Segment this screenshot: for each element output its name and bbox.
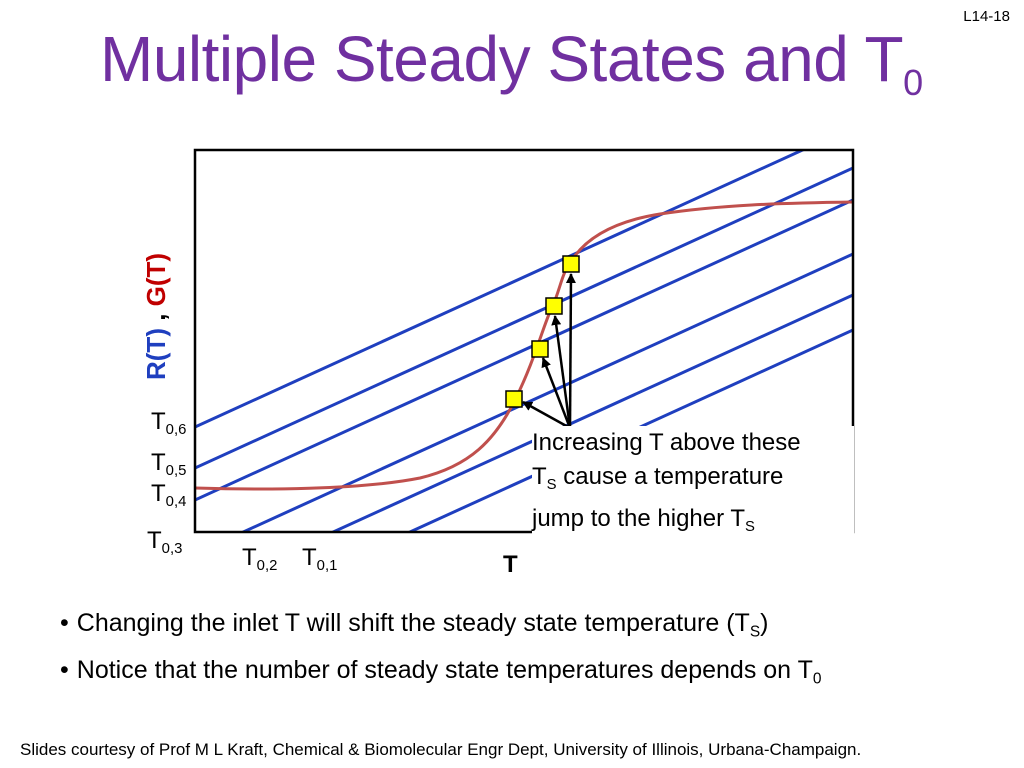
removal-line-t02 [329,293,853,532]
steady-state-marker-4 [562,255,580,273]
slide-title: Multiple Steady States and T0 [100,22,923,103]
label-t05: T0,5 [151,449,187,480]
x-axis-label: T [503,551,518,578]
removal-line-t04 [195,198,853,502]
title-subscript: 0 [903,62,923,103]
label-t01: T0,1 [302,544,338,575]
removal-line-t06 [195,150,807,429]
annotation-line-1: Increasing T above these [532,429,801,456]
arrow-to-marker-3 [551,315,572,429]
steady-state-marker-2 [531,340,549,358]
label-t03: T0,3 [147,527,183,558]
annotation-text: Increasing T above these TS cause a temp… [532,426,854,545]
arrow-to-marker-1 [522,400,571,430]
steady-state-markers [505,255,580,408]
annotation-arrows [522,273,576,430]
y-axis-label-g: G(T) [141,252,171,307]
annotation-line-2: TS cause a temperature [532,463,784,494]
label-t04: T0,4 [151,480,187,511]
y-axis-label-r: R(T) [141,328,171,380]
bullet-list: Changing the inlet T will shift the stea… [60,604,822,699]
bullet-item: Notice that the number of steady state t… [60,651,822,698]
steady-state-marker-3 [545,297,563,315]
bullet-item: Changing the inlet T will shift the stea… [60,604,821,651]
label-t02: T0,2 [242,544,278,575]
slide-number: L14-18 [963,8,1010,25]
annotation-line-3: jump to the higher TS [532,505,755,536]
arrow-to-marker-4 [565,273,576,429]
removal-line-t05 [195,166,853,470]
label-t06: T0,6 [151,408,187,439]
generation-curve [194,200,854,491]
steady-state-marker-1 [505,390,523,408]
y-axis-label: R(T) , G(T) [141,253,172,380]
plot-frame [193,148,855,534]
y-axis-label-separator: , [141,306,171,329]
footer-credit: Slides courtesy of Prof M L Kraft, Chemi… [20,740,862,759]
arrow-to-marker-2 [541,357,572,429]
removal-line-t01 [406,328,853,532]
title-text: Multiple Steady States and T [100,23,904,95]
